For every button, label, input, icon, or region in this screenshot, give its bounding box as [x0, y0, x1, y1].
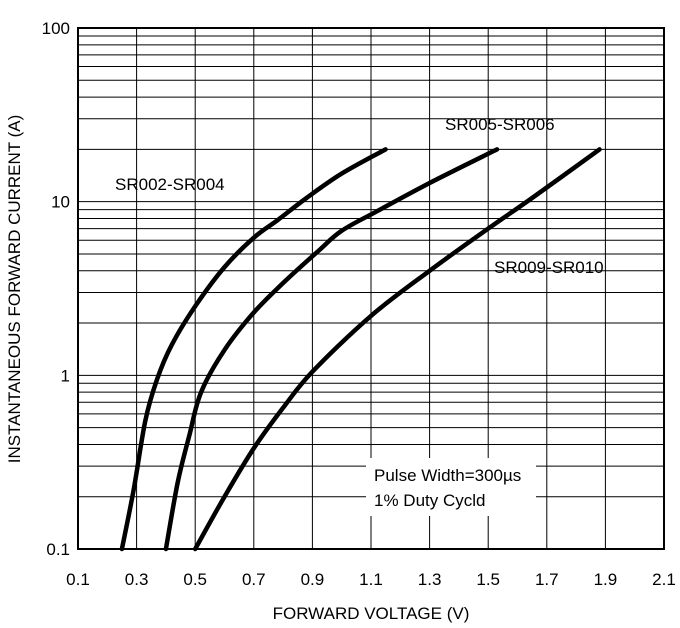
x-tick-label: 0.5: [183, 570, 207, 589]
x-tick-label: 1.3: [418, 570, 442, 589]
series-line-sr009-sr010: [192, 147, 602, 552]
annotation-pulse-width: Pulse Width=300µs: [374, 466, 521, 485]
series-lines: [119, 147, 602, 552]
x-tick-label: 1.7: [535, 570, 559, 589]
x-tick-label: 1.9: [594, 570, 618, 589]
y-tick-label: 1: [61, 366, 70, 385]
series-label-sr009-sr010: SR009-SR010: [494, 258, 604, 277]
x-tick-label: 1.1: [359, 570, 383, 589]
series-label-sr002-sr004: SR002-SR004: [115, 175, 225, 194]
y-axis-title: INSTANTANEOUS FORWARD CURRENT (A): [5, 115, 24, 464]
y-tick-label: 10: [51, 193, 70, 212]
annotation-box: [366, 458, 536, 516]
x-tick-label: 0.9: [301, 570, 325, 589]
series-line-sr005-sr006: [163, 147, 500, 552]
y-tick-label: 0.1: [46, 540, 70, 559]
annotation-duty-cycle: 1% Duty Cycld: [374, 491, 485, 510]
plot-frame: [77, 27, 665, 550]
x-tick-label: 2.1: [652, 570, 676, 589]
x-tick-label: 0.1: [66, 570, 90, 589]
x-tick-label: 0.3: [125, 570, 149, 589]
series-label-sr005-sr006: SR005-SR006: [445, 115, 555, 134]
x-tick-labels: 0.1 0.3 0.5 0.7 0.9 1.1 1.3 1.5 1.7 1.9 2.1: [66, 570, 676, 589]
y-tick-label: 100: [42, 19, 70, 38]
x-tick-label: 0.7: [242, 570, 266, 589]
x-axis-title: FORWARD VOLTAGE (V): [273, 604, 470, 623]
series-line-sr002-sr004: [119, 147, 388, 552]
x-tick-label: 1.5: [476, 570, 500, 589]
y-tick-labels: 0.1 1 10 100: [42, 19, 70, 559]
